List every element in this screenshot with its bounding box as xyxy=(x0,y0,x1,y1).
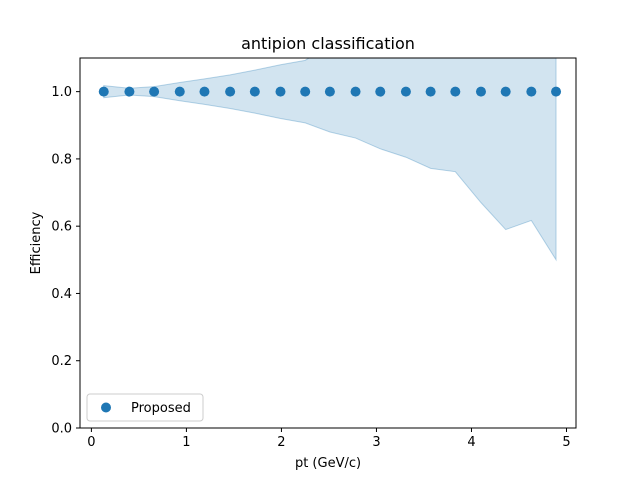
data-point xyxy=(300,86,311,97)
data-point xyxy=(375,86,386,97)
data-point xyxy=(124,86,135,97)
y-tick-label: 0.4 xyxy=(51,287,72,302)
data-point xyxy=(149,86,160,97)
x-tick-label: 1 xyxy=(182,435,190,450)
data-point xyxy=(249,86,260,97)
x-tick-label: 5 xyxy=(562,435,570,450)
y-tick-label: 0.0 xyxy=(51,422,72,437)
axes-frame xyxy=(79,57,577,429)
legend-label: Proposed xyxy=(131,401,191,416)
x-tick-label: 4 xyxy=(467,435,475,450)
x-axis-label: pt (GeV/c) xyxy=(295,456,361,471)
y-tick-label: 0.2 xyxy=(51,354,72,369)
data-point xyxy=(526,86,537,97)
data-point xyxy=(500,86,511,97)
data-point xyxy=(174,86,185,97)
plot-area xyxy=(98,58,562,262)
axis-ticks: 0 1 2 3 4 5 0.0 0.2 0.4 0.6 0.8 1.0 xyxy=(51,85,570,450)
data-point xyxy=(98,86,109,97)
legend: Proposed xyxy=(86,393,204,422)
confidence-band xyxy=(103,58,557,262)
data-point xyxy=(324,86,335,97)
data-point xyxy=(275,86,286,97)
y-tick-label: 0.6 xyxy=(51,220,72,235)
data-point xyxy=(450,86,461,97)
legend-box xyxy=(86,393,204,422)
data-point xyxy=(225,86,236,97)
x-tick-label: 2 xyxy=(277,435,285,450)
data-point xyxy=(350,86,361,97)
data-point xyxy=(425,86,436,97)
y-axis-label: Efficiency xyxy=(29,211,44,274)
data-point xyxy=(199,86,210,97)
x-tick-label: 0 xyxy=(87,435,95,450)
chart-title: antipion classification xyxy=(241,34,415,53)
y-tick-label: 1.0 xyxy=(51,85,72,100)
data-point xyxy=(475,86,486,97)
data-point xyxy=(551,86,562,97)
legend-marker xyxy=(101,402,111,413)
y-tick-label: 0.8 xyxy=(51,152,72,167)
x-tick-label: 3 xyxy=(372,435,380,450)
data-point xyxy=(400,86,411,97)
